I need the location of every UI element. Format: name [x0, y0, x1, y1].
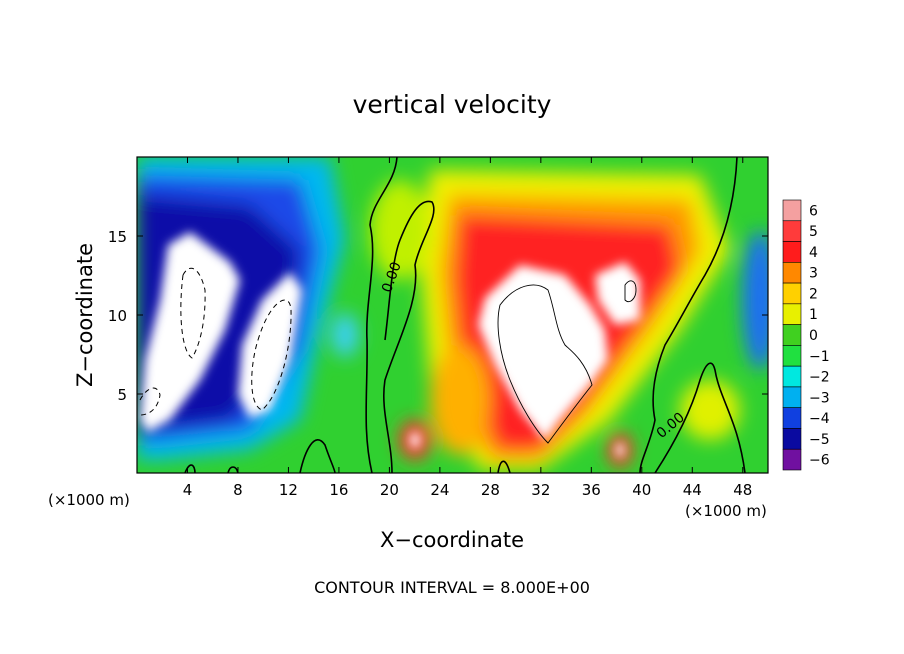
x-tick-label: 48	[733, 481, 752, 499]
colorbar-swatch	[782, 345, 802, 367]
colorbar-swatch	[782, 365, 802, 388]
colorbar-label: −6	[809, 453, 830, 469]
x-axis-label: X−coordinate	[380, 528, 524, 552]
x-tick-label: 20	[380, 481, 399, 499]
x-tick-label: 24	[430, 481, 449, 499]
x-tick-label: 4	[183, 481, 193, 499]
colorbar: 6 5 4 3 2 1 0 −1 −2 −3 −4 −5 −6	[782, 199, 830, 471]
field-plot	[137, 157, 768, 473]
colorbar-swatch	[782, 407, 802, 429]
x-tick-label: 36	[582, 481, 601, 499]
y-tick-label: 5	[117, 386, 127, 404]
colorbar-swatch	[782, 324, 802, 346]
colorbar-label: 3	[809, 266, 818, 282]
colorbar-label: 4	[809, 245, 818, 261]
x-unit-right: (×1000 m)	[685, 502, 767, 520]
colorbar-swatch	[782, 262, 802, 284]
colorbar-label: −2	[809, 370, 830, 386]
x-tick-label: 32	[531, 481, 550, 499]
colorbar-swatch	[782, 241, 802, 263]
x-tick-label: 28	[481, 481, 500, 499]
x-tick-label: 16	[329, 481, 348, 499]
colorbar-swatch	[782, 303, 802, 325]
x-tick-label: 12	[279, 481, 298, 499]
x-tick-label: 44	[683, 481, 702, 499]
colorbar-label: 6	[809, 203, 818, 219]
y-tick-label: 10	[108, 307, 127, 325]
x-tick-label: 8	[233, 481, 243, 499]
colorbar-label: 5	[809, 224, 818, 240]
colorbar-label: −1	[809, 349, 830, 365]
colorbar-label: 0	[809, 328, 818, 344]
contour-interval-note: CONTOUR INTERVAL = 8.000E+00	[314, 578, 590, 597]
x-unit-left: (×1000 m)	[48, 491, 130, 509]
colorbar-label: 2	[809, 286, 818, 302]
y-axis: 5 10 15	[108, 228, 768, 404]
x-tick-label: 40	[632, 481, 651, 499]
colorbar-swatch	[782, 428, 802, 450]
chart-title: vertical velocity	[353, 90, 552, 119]
colorbar-label: 1	[809, 307, 818, 323]
colorbar-swatch	[782, 199, 802, 222]
colorbar-label: −4	[809, 411, 830, 427]
colorbar-label: −3	[809, 390, 830, 406]
x-axis: 4 8 12 16 20 24 28 32 36 40 44 48	[183, 157, 752, 499]
y-tick-label: 15	[108, 228, 127, 246]
colorbar-swatch	[782, 220, 802, 242]
colorbar-swatch	[782, 448, 802, 471]
colorbar-swatch	[782, 282, 802, 305]
y-axis-label: Z−coordinate	[73, 243, 97, 387]
colorbar-label: −5	[809, 432, 830, 448]
colorbar-swatch	[782, 386, 802, 408]
